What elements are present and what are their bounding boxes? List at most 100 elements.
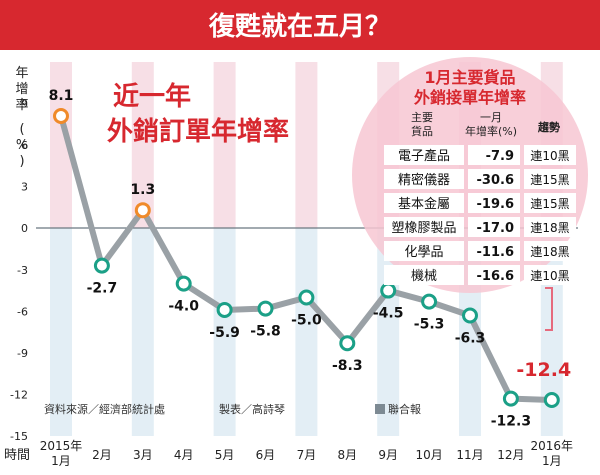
y-tick-label: -6 [17,305,28,318]
band-positive [213,62,236,229]
x-tick-label: 7月 [297,448,317,462]
svg-text:11月: 11月 [456,448,483,462]
svg-text:年增率(%): 年增率(%) [465,124,517,138]
svg-text:5月: 5月 [215,448,235,462]
inset-table-row: 機械 -16.6 連10黑 [384,265,576,285]
y-tick-label: -3 [17,264,28,277]
inset-title-line1: 1月主要貨品 [424,68,515,87]
x-tick-label: 12月 [497,448,524,462]
data-point [93,257,110,274]
data-point [543,391,560,408]
inset-table-row: 精密儀器 -30.6 連15黑 [384,169,576,189]
y-tick-label: 6 [21,139,28,152]
svg-text:3月: 3月 [133,448,153,462]
inset-cell-trend: 連15黑 [530,197,569,211]
svg-text:2016年: 2016年 [531,439,574,453]
data-point [53,108,69,125]
data-label: -5.8 [250,324,281,340]
data-label: -4.0 [168,299,199,315]
band-positive [50,62,72,229]
x-tick-label: 11月 [456,448,483,462]
inset-cell-product: 電子產品 [398,148,450,164]
y-tick-label: -12 [10,388,28,401]
x-tick-label: 2月 [92,448,112,462]
svg-text:貨品: 貨品 [411,124,433,138]
data-point [134,202,151,219]
data-label: 8.1 [49,88,74,104]
data-point [216,301,233,318]
inset-table-row: 基本金屬 -19.6 連15黑 [384,193,576,213]
data-point [421,293,438,310]
inset-cell-product: 基本金屬 [398,196,450,212]
svg-text:率: 率 [15,97,28,113]
data-label: -8.3 [332,358,363,374]
inset-table-row: 塑橡膠製品 -17.0 連18黑 [384,217,576,237]
inset-table-row: 化學品 -11.6 連18黑 [384,241,576,261]
data-point [380,282,397,299]
y-tick-label: 9 [21,98,28,111]
inset-table-row: 電子產品 -7.9 連10黑 [384,145,576,165]
svg-text:主要: 主要 [411,111,433,124]
data-point [175,275,192,292]
y-tick-label: 0 [21,222,28,235]
data-point [502,390,519,407]
band-positive [295,62,318,229]
svg-text:一月: 一月 [480,111,502,124]
svg-text:12月: 12月 [497,448,524,462]
inset-cell-trend: 連15黑 [530,173,569,187]
x-tick-label: 8月 [337,448,357,462]
svg-text:2月: 2月 [92,448,112,462]
data-label: -12.3 [491,414,531,430]
inset-cell-product: 精密儀器 [398,172,450,188]
svg-text:增: 增 [15,82,28,97]
data-label: -5.9 [209,325,240,341]
band-positive [131,62,154,229]
svg-text:年: 年 [15,66,28,81]
inset-panel: 1月主要貨品 外銷接單年增率 主要 貨品 一月 年增率(%) 趨勢 電子產品 -7… [352,57,588,331]
y-tick-label: -9 [17,347,28,360]
source-note: 資料來源／經濟部統計處 [44,402,165,416]
title-banner [0,0,600,50]
x-tick-label: 5月 [215,448,235,462]
data-label: -5.0 [291,312,322,328]
y-axis: 9 6 3 0 -3 -6 -9 -12 -15 [10,98,28,443]
svg-text:): ) [19,154,24,169]
x-tick-label: 3月 [133,448,153,462]
svg-text:6月: 6月 [256,448,276,462]
y-tick-label: 3 [21,181,28,194]
inset-cell-product: 化學品 [404,245,443,260]
inset-cell-trend: 連18黑 [530,221,569,235]
inset-cell-trend: 連10黑 [530,269,569,283]
data-point [339,335,356,352]
band-negative [213,228,236,436]
svg-text:1月: 1月 [542,454,562,468]
inset-title-line2: 外銷接單年增率 [413,88,526,107]
svg-text:9月: 9月 [378,448,398,462]
svg-text:趨勢: 趨勢 [537,120,560,134]
banner-title: 復甦就在五月？ [208,11,391,42]
x-tick-label: 6月 [256,448,276,462]
band-negative [295,228,318,436]
svg-text:2015年: 2015年 [40,439,83,453]
inset-cell-product: 塑橡膠製品 [391,221,456,236]
brand-square [375,404,385,414]
inset-cell-product: 機械 [411,269,437,284]
inset-cell-rate: -30.6 [477,173,514,188]
y-tick-label: -15 [10,430,28,443]
data-label: -6.3 [455,330,486,346]
svg-text:(: ( [19,122,24,137]
svg-text:外銷訂單年增率: 外銷訂單年增率 [107,116,289,147]
inset-cell-rate: -16.6 [477,269,514,284]
inset-cell-rate: -19.6 [477,197,514,212]
data-label: -4.5 [373,306,404,322]
svg-text:1月: 1月 [51,454,71,468]
band-negative [131,228,154,436]
x-tick-label: 4月 [174,448,194,462]
data-label: -5.3 [414,317,445,333]
svg-text:8月: 8月 [337,448,357,462]
x-tick-label: 9月 [378,448,398,462]
svg-text:%: % [16,138,28,153]
